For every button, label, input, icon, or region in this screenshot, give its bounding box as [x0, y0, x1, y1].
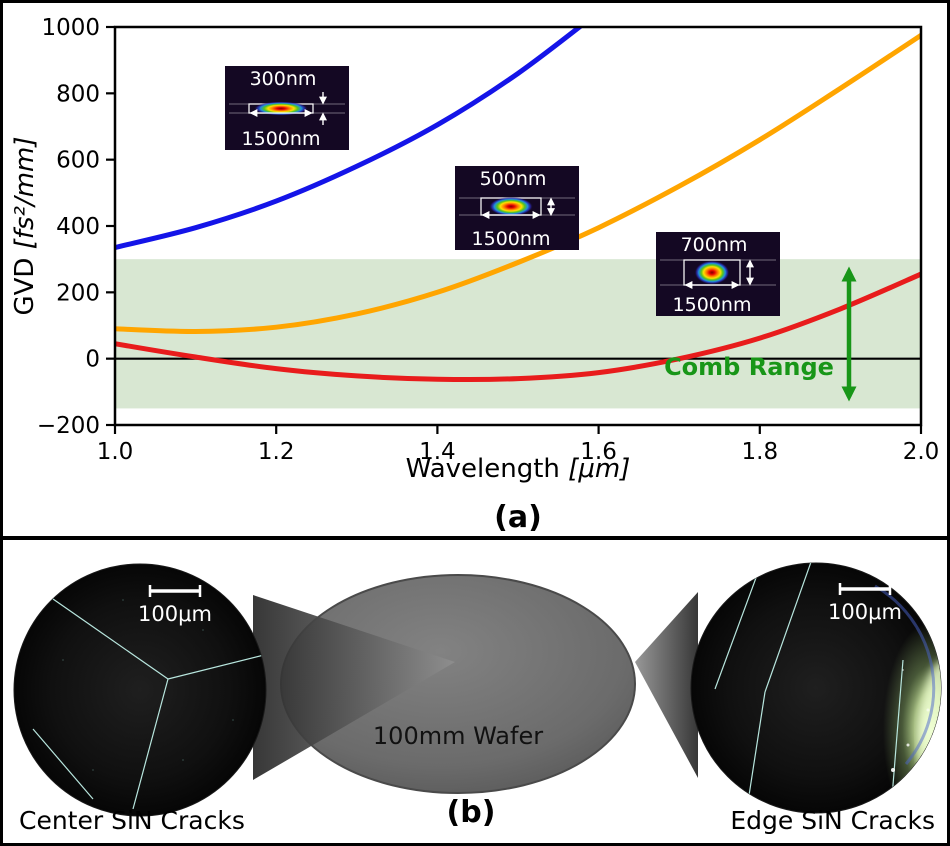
curves-layer	[115, 27, 921, 383]
gvd-curve-1	[115, 32, 921, 335]
zoom-wedge-right	[635, 592, 698, 778]
axes-frame	[113, 25, 923, 427]
inset-height-label: 300nm	[250, 68, 317, 90]
y-axis-label: GVD [fs²/mm]	[10, 136, 40, 315]
scale-bar	[838, 583, 892, 595]
x-tick-label: 2.0	[903, 439, 940, 465]
scale-bar-label: 100μm	[138, 602, 212, 626]
mode-inset-500nm: 500nm 1500nm	[455, 166, 579, 250]
comb-range-band	[115, 259, 921, 409]
x-tick-label: 1.0	[97, 439, 134, 465]
panel-a-tag: (a)	[494, 500, 542, 535]
y-tick-label: −200	[37, 413, 100, 439]
x-tick-label: 1.6	[580, 439, 617, 465]
y-tick-label: 600	[56, 148, 100, 174]
mode-inset-300nm: 300nm 1500nm	[225, 66, 349, 150]
gvd-curve-0	[115, 27, 584, 251]
crack-lines	[714, 563, 904, 811]
scale-bar-label: 100μm	[828, 600, 902, 624]
wafer-label: 100mm Wafer	[373, 722, 543, 750]
edge-cracks-micrograph: 100μm	[690, 562, 942, 814]
y-tick-label: 400	[56, 214, 100, 240]
center-cracks-micrograph: 100μm	[13, 563, 267, 817]
crack-lines	[32, 598, 266, 810]
inset-height-label: 700nm	[681, 234, 748, 256]
zoom-wedge-left	[253, 595, 455, 780]
y-axis-label-units: [fs²/mm]	[10, 136, 40, 249]
x-tick-label: 1.4	[419, 439, 456, 465]
inset-width-label: 1500nm	[242, 128, 321, 150]
x-tick-label: 1.2	[258, 439, 295, 465]
y-tick-label: 0	[85, 347, 100, 373]
wafer-diagram: 100mm Wafer 100	[13, 562, 942, 835]
optical-mode	[489, 197, 533, 216]
optical-mode	[254, 101, 308, 116]
inset-height-label: 500nm	[480, 168, 547, 190]
ticks-layer: −200 0 200 400 600 800 1000 1.0 1.2 1.4 1.6 1.8 2.0	[37, 15, 939, 465]
left-caption: Center SiN Cracks	[19, 806, 245, 835]
right-caption: Edge SiN Cracks	[730, 806, 935, 835]
inset-width-label: 1500nm	[472, 228, 551, 250]
y-tick-label: 200	[56, 280, 100, 306]
inset-width-label: 1500nm	[673, 294, 752, 316]
y-tick-label: 1000	[41, 15, 100, 41]
scale-bar	[148, 585, 202, 597]
y-tick-label: 800	[56, 81, 100, 107]
x-axis-label-units: [μm]	[568, 454, 630, 484]
panel-b-tag: (b)	[447, 795, 496, 830]
comb-range-label: Comb Range	[664, 353, 834, 381]
panel-a: −200 0 200 400 600 800 1000 1.0 1.2 1.4 1.6 1.8 2.0 …	[3, 3, 947, 540]
optical-mode	[694, 260, 730, 285]
x-tick-label: 1.8	[742, 439, 779, 465]
x-axis-label: Wavelength [μm]	[406, 454, 631, 484]
y-axis-label-name: GVD	[10, 249, 40, 315]
film-noise	[62, 599, 234, 771]
mode-inset-700nm: 700nm 1500nm	[656, 232, 780, 316]
gvd-curve-2	[115, 271, 921, 383]
comb-range-band-layer	[115, 259, 921, 409]
panel-b: 100mm Wafer 100	[3, 540, 947, 843]
x-axis-label-name: Wavelength	[406, 454, 569, 484]
